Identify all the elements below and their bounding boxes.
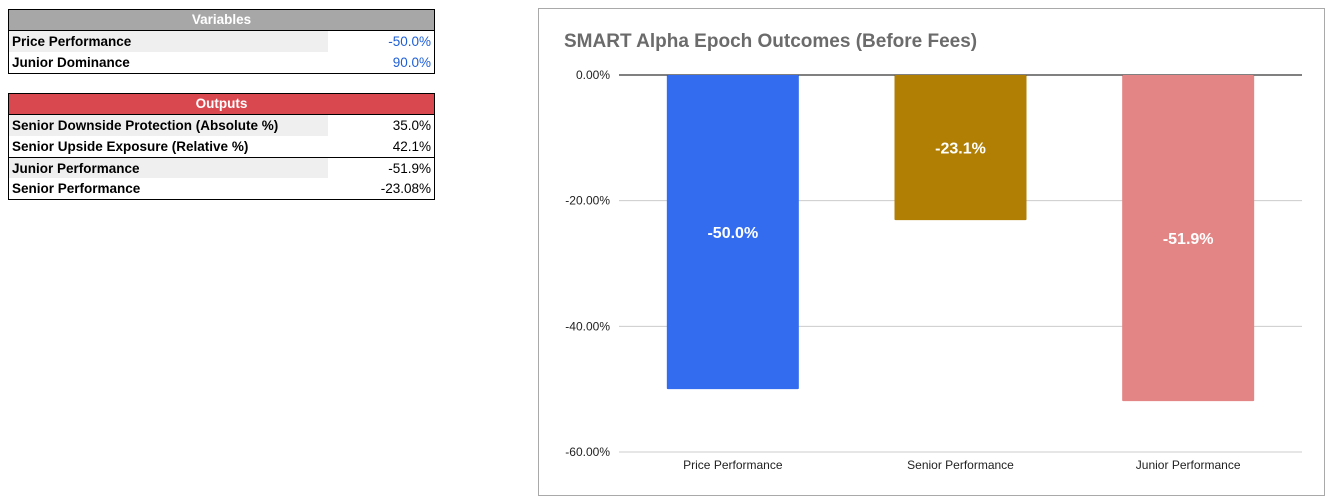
table-row[interactable]: Junior Dominance 90.0% xyxy=(9,52,434,73)
bar xyxy=(1122,75,1255,402)
y-tick-label: -60.00% xyxy=(565,445,610,459)
table-row[interactable]: Price Performance -50.0% xyxy=(9,31,434,52)
outputs-header: Outputs xyxy=(9,94,434,115)
row-label: Junior Dominance xyxy=(12,55,130,70)
table-row[interactable]: Senior Upside Exposure (Relative %) 42.1… xyxy=(9,136,434,157)
row-label: Senior Downside Protection (Absolute %) xyxy=(12,118,279,133)
variables-header: Variables xyxy=(9,10,434,31)
row-label: Senior Performance xyxy=(12,181,141,196)
chart-container[interactable]: SMART Alpha Epoch Outcomes (Before Fees)… xyxy=(538,8,1325,496)
variables-table: Variables Price Performance -50.0% Junio… xyxy=(8,9,435,74)
y-tick-label: -20.00% xyxy=(565,194,610,208)
row-value: 35.0% xyxy=(392,118,431,133)
junior-dominance-input[interactable]: 90.0% xyxy=(392,55,431,70)
data-label: -50.0% xyxy=(707,225,758,242)
data-label: -51.9% xyxy=(1163,231,1214,248)
x-tick-label: Price Performance xyxy=(683,458,783,472)
price-performance-input[interactable]: -50.0% xyxy=(388,34,431,49)
data-label: -23.1% xyxy=(935,141,986,158)
table-row[interactable]: Junior Performance -51.9% xyxy=(9,157,434,178)
row-value: -23.08% xyxy=(380,181,431,196)
bar xyxy=(666,75,799,390)
x-tick-label: Junior Performance xyxy=(1136,458,1241,472)
table-row[interactable]: Senior Downside Protection (Absolute %) … xyxy=(9,115,434,136)
chart-title: SMART Alpha Epoch Outcomes (Before Fees) xyxy=(564,31,978,52)
outputs-table: Outputs Senior Downside Protection (Abso… xyxy=(8,93,435,200)
bar xyxy=(894,75,1027,221)
row-label: Senior Upside Exposure (Relative %) xyxy=(12,139,249,154)
bar-chart: 0.00% -20.00% -40.00% -60.00% -50.0% Price Pe… xyxy=(565,68,1302,472)
row-value: 42.1% xyxy=(392,139,431,154)
row-label: Price Performance xyxy=(12,34,132,49)
row-value: -51.9% xyxy=(388,161,431,176)
y-tick-label: -40.00% xyxy=(565,319,610,333)
y-tick-label: 0.00% xyxy=(576,68,610,82)
row-label: Junior Performance xyxy=(12,161,140,176)
x-tick-label: Senior Performance xyxy=(907,458,1014,472)
table-row[interactable]: Senior Performance -23.08% xyxy=(9,178,434,199)
